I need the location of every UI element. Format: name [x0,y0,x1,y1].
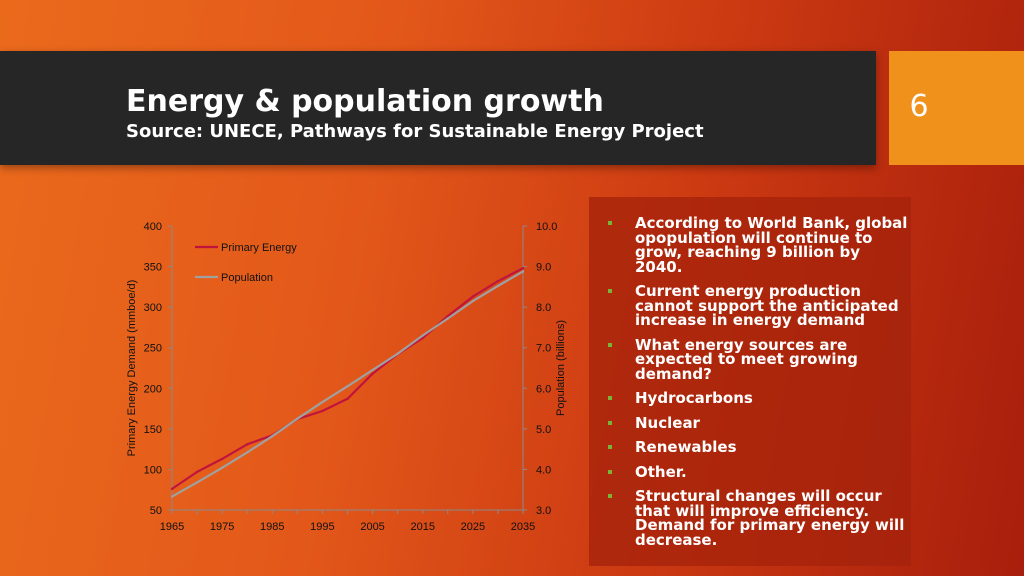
data-point [296,417,299,420]
x-tick-label: 1995 [310,521,334,533]
bullet-item: Other. [608,464,908,480]
data-point [446,317,449,320]
y2-tick-label: 3.0 [536,505,551,517]
bullet-item: Current energy production cannot support… [608,284,908,328]
x-tick-label: 1985 [260,521,284,533]
bullet-panel [589,197,911,566]
data-point [421,336,424,340]
series-line-population [171,270,524,498]
data-point [321,400,324,404]
y-tick-label: 100 [144,464,162,476]
page-number-box: 6 [889,51,1024,165]
energy-population-chart: 50 100 150 200 250 300 350 400 3.0 4.0 5.0 6.0 7.0 8.… [126,221,567,533]
y2-tick-label: 8.0 [536,302,551,314]
slide-subtitle: Source: UNECE, Pathways for Sustainable … [126,121,704,142]
data-point [496,284,500,288]
data-point [446,314,449,318]
data-point [346,397,349,401]
data-point [471,299,475,303]
bullet-item: Structural changes will occur that will … [608,489,908,547]
x-tick-label: 2035 [511,521,535,533]
bullet-item: According to World Bank, global opopulat… [608,216,908,274]
data-point [220,466,224,470]
y2-tick-label: 10.0 [536,221,557,233]
x-tick-label: 1975 [210,521,234,533]
data-point [371,372,374,375]
y2-tick-label: 9.0 [536,262,551,274]
y2-tick-label: 7.0 [536,343,551,355]
y-tick-label: 300 [144,302,162,314]
data-point [521,266,525,270]
data-point [195,470,199,474]
y2-tick-label: 4.0 [536,464,551,476]
y-tick-label: 150 [144,424,162,436]
x-tick-label: 2025 [461,521,485,533]
data-point [321,409,324,413]
data-point [246,451,249,454]
x-tick-label: 1965 [160,521,184,533]
data-point [246,443,249,446]
data-point [471,295,475,298]
y-tick-label: 50 [150,505,162,517]
data-point [195,481,199,484]
y2-tick-label: 5.0 [536,424,551,436]
bullet-item: Nuclear [608,415,908,431]
data-point [421,334,424,337]
y2-tick-label: 6.0 [536,383,551,395]
title-bar [0,51,876,165]
series-line-primary-energy [171,267,524,490]
y-tick-label: 350 [144,262,162,274]
y-axis-title: Primary Energy Demand (mmboe/d) [126,280,138,457]
data-point [496,279,500,283]
data-point [170,487,174,491]
y-tick-label: 200 [144,383,162,395]
bullet-item: Hydrocarbons [608,391,908,406]
y-tick-label: 400 [144,221,162,233]
data-point [371,368,374,372]
plot-area: 50 100 150 200 250 300 350 400 3.0 4.0 5.0 6.0 7.0 8.… [126,221,567,533]
data-point [521,270,525,273]
x-tick-label: 2015 [410,521,434,533]
page-number: 6 [909,89,929,124]
legend-label: Primary Energy [221,242,297,254]
bullet-item: Renewables [608,440,908,455]
data-point [346,385,349,388]
legend-label: Population [221,272,273,284]
y2-axis-title: Population (billions) [555,320,567,416]
data-point [220,457,224,461]
x-tick-label: 2005 [360,521,384,533]
data-point [170,495,174,498]
y-tick-label: 250 [144,343,162,355]
slide-title: Energy & population growth [126,84,604,119]
data-point [271,434,274,438]
bullet-item: What energy sources are expected to meet… [608,337,908,382]
data-point [396,352,399,355]
bullet-list: According to World Bank, global opopulat… [608,216,908,557]
